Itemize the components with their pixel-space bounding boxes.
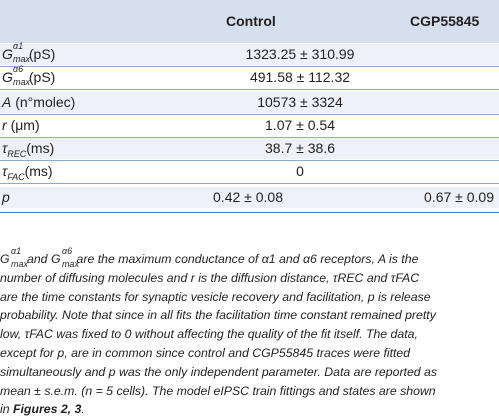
table-bottom-rule xyxy=(0,212,499,213)
footnote-line: probability. Note that since in all fits… xyxy=(0,308,436,323)
footnote-line: are the time constants for synaptic vesi… xyxy=(0,289,431,304)
row-divider xyxy=(0,137,499,138)
value-cgp55845: 0.67 ± 0.09 xyxy=(424,189,494,205)
param-r: r (μm) xyxy=(2,117,40,133)
value-shared: 38.7 ± 38.6 xyxy=(265,140,335,156)
value-shared: 0 xyxy=(296,163,304,179)
table-row: p 0.42 ± 0.08 0.67 ± 0.09 xyxy=(0,187,499,208)
param-tau-rec: τREC(ms) xyxy=(2,140,55,159)
figure-reference-link[interactable]: Figures 2, 3 xyxy=(13,402,82,417)
param-unit: (ms) xyxy=(26,140,55,156)
param-unit: (pS) xyxy=(28,46,56,62)
table-row: τFAC(ms) 0 xyxy=(0,161,499,182)
footnote-line: low, τFAC was fixed to 0 without affecti… xyxy=(0,327,418,342)
row-divider xyxy=(0,183,499,184)
value-shared: 1.07 ± 0.54 xyxy=(265,117,335,133)
table-row: τREC(ms) 38.7 ± 38.6 xyxy=(0,138,499,159)
footnote-line: except for p, are in common since contro… xyxy=(0,345,411,360)
footnote-line: mean ± s.e.m. (n = 5 cells). The model e… xyxy=(0,383,436,398)
footnote-line: simultaneously and p was the only indepe… xyxy=(0,364,438,379)
row-divider xyxy=(0,114,499,115)
value-shared: 1323.25 ± 310.99 xyxy=(245,46,355,62)
table-row: A (n°molec) 10573 ± 3324 xyxy=(0,92,499,113)
param-a: A (n°molec) xyxy=(2,94,76,110)
row-divider xyxy=(0,66,499,67)
param-unit: (μm) xyxy=(10,117,40,133)
row-divider xyxy=(0,160,499,161)
param-tau-fac: τFAC(ms) xyxy=(2,163,53,182)
footnote-line: in Figures 2, 3. xyxy=(0,402,85,417)
table-header: Control CGP55845 xyxy=(0,0,499,43)
param-unit: (pS) xyxy=(28,69,56,85)
header-cgp55845: CGP55845 xyxy=(410,13,480,29)
footnote-line: number of diffusing molecules and r is t… xyxy=(0,270,420,285)
table-row: r (μm) 1.07 ± 0.54 xyxy=(0,115,499,136)
value-shared: 491.58 ± 112.32 xyxy=(249,69,351,85)
param-unit: (ms) xyxy=(24,163,53,179)
param-p: p xyxy=(2,189,10,205)
header-control: Control xyxy=(226,13,276,29)
value-control: 0.42 ± 0.08 xyxy=(213,189,283,205)
row-divider xyxy=(0,89,499,90)
param-unit: (n°molec) xyxy=(15,94,76,110)
value-shared: 10573 ± 3324 xyxy=(257,94,343,110)
